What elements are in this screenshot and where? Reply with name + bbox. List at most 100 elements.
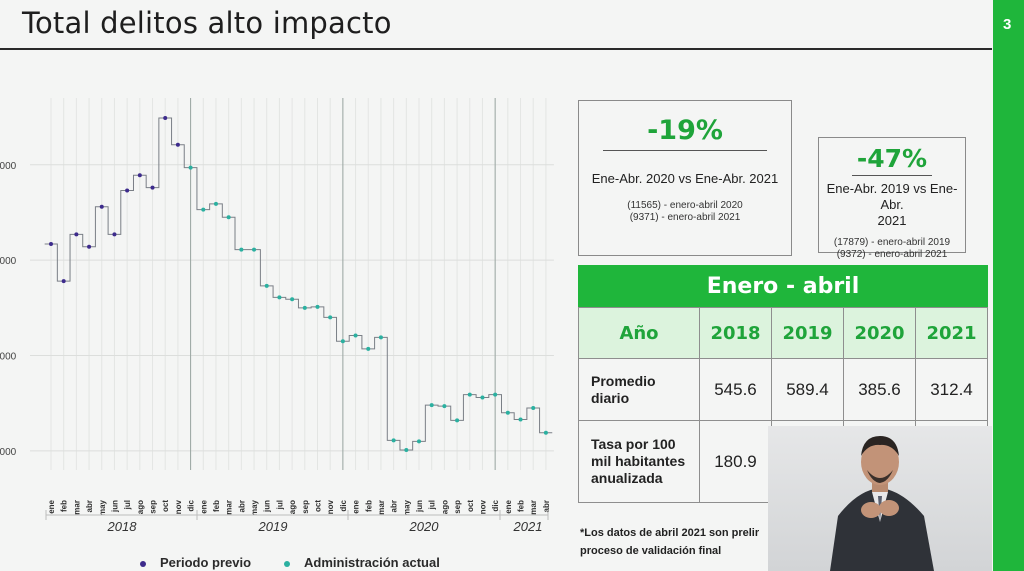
month-tick-label: jun: [415, 500, 424, 513]
data-point: [163, 116, 168, 121]
month-tick-label: mar: [377, 500, 386, 515]
data-point: [125, 188, 130, 193]
month-tick-label: jun: [110, 500, 119, 513]
month-tick-label: ene: [47, 499, 56, 513]
table-cell: 385.6: [843, 358, 916, 421]
data-point: [467, 392, 472, 397]
table-header-year: Año: [578, 307, 700, 359]
data-point: [290, 297, 295, 302]
row-label-line: diario: [591, 389, 630, 406]
legend-label-current: Administración actual: [304, 555, 440, 570]
data-point: [137, 173, 142, 178]
data-point: [213, 201, 218, 206]
month-tick-label: feb: [517, 500, 526, 512]
comparison-label-2019-a: Ene-Abr. 2019 vs Ene-Abr.: [826, 181, 958, 212]
table-header-2019: 2019: [771, 307, 844, 359]
data-point: [480, 395, 485, 400]
sign-language-interpreter-video: [768, 426, 992, 571]
month-tick-label: ago: [440, 500, 449, 514]
year-label: 2018: [107, 519, 138, 534]
month-tick-label: abr: [542, 500, 551, 512]
month-tick-label: mar: [529, 500, 538, 515]
data-point: [366, 346, 371, 351]
comparison-detail-2020-b: (9371) - enero-abril 2021: [629, 212, 741, 223]
data-point: [518, 417, 523, 422]
month-tick-label: nov: [326, 499, 335, 514]
title-divider: [0, 48, 992, 50]
comparison-box-2019: -47% Ene-Abr. 2019 vs Ene-Abr. 2021 (178…: [818, 137, 966, 260]
row-label-line: Promedio: [591, 372, 656, 389]
series-step-line: [44, 117, 553, 451]
data-point: [391, 438, 396, 443]
comparison-rule: [603, 150, 767, 151]
month-tick-label: feb: [364, 500, 373, 512]
month-tick-label: abr: [237, 500, 246, 512]
data-point: [340, 339, 345, 344]
month-tick-label: ene: [504, 499, 513, 513]
data-point: [429, 403, 434, 408]
comparison-label-2019-b: 2021: [877, 213, 907, 228]
month-tick-label: sep: [453, 500, 462, 514]
month-tick-label: nov: [174, 499, 183, 514]
data-point: [150, 185, 155, 190]
table-title: Enero - abril: [578, 265, 988, 307]
data-point: [378, 335, 383, 340]
month-tick-label: abr: [390, 500, 399, 512]
comparison-detail-2020-a: (11565) - enero-abril 2020: [627, 200, 743, 211]
data-point: [201, 207, 206, 212]
month-tick-label: jul: [275, 500, 284, 510]
y-tick-label: 5000: [0, 161, 17, 172]
data-point: [505, 410, 510, 415]
month-tick-label: dic: [187, 499, 196, 511]
data-point: [543, 430, 548, 435]
legend-item-current: Administración actual: [284, 555, 440, 570]
data-point: [455, 418, 460, 423]
comparison-rule: [852, 175, 932, 176]
month-tick-label: mar: [225, 500, 234, 515]
month-tick-label: nov: [478, 499, 487, 514]
month-tick-label: oct: [161, 500, 170, 512]
data-point: [74, 232, 79, 237]
comparison-detail-2019-a: (17879) - enero-abril 2019: [833, 237, 951, 248]
month-tick-label: sep: [301, 500, 310, 514]
data-point: [353, 333, 358, 338]
legend-dot-previous: [140, 560, 146, 567]
table-cell: 589.4: [771, 358, 844, 421]
month-tick-label: jun: [263, 500, 272, 513]
row-label-line: anualizada: [591, 470, 663, 486]
slide-number: 3: [1003, 16, 1012, 33]
data-point: [531, 406, 536, 410]
month-tick-label: sep: [149, 500, 158, 514]
table-header-2020: 2020: [843, 307, 916, 359]
data-point: [264, 283, 269, 288]
table-header-2018: 2018: [699, 307, 772, 359]
month-tick-label: ene: [199, 499, 208, 513]
month-tick-label: ago: [288, 500, 297, 514]
row-label-line: Tasa por 100: [591, 436, 676, 452]
comparison-detail-2019-b: (9372) - enero-abril 2021: [836, 249, 948, 260]
table-cell: 180.9: [699, 420, 772, 503]
data-point: [239, 247, 244, 252]
month-tick-label: abr: [85, 500, 94, 512]
data-point: [404, 447, 409, 452]
data-point: [49, 241, 53, 246]
footnote-line: proceso de validación final: [580, 545, 722, 557]
data-point: [87, 244, 92, 249]
comparison-pct-2019: -47%: [856, 144, 928, 173]
slide-side-bar: [993, 0, 1024, 571]
year-label: 2021: [513, 519, 543, 534]
footnote-line: *Los datos de abril 2021 son prelir: [580, 527, 760, 539]
table-cell: 312.4: [915, 358, 988, 421]
month-tick-label: dic: [491, 499, 500, 511]
comparison-label-2019: Ene-Abr. 2019 vs Ene-Abr. 2021: [819, 181, 965, 229]
data-point: [417, 439, 422, 444]
table-row: Promedio diario 545.6 589.4 385.6 312.4: [578, 358, 988, 421]
data-point: [493, 392, 498, 397]
month-tick-label: may: [98, 499, 107, 516]
month-tick-label: may: [250, 499, 259, 516]
data-point: [302, 305, 307, 310]
data-point: [315, 304, 320, 309]
row-label-daily-average: Promedio diario: [578, 358, 700, 421]
month-tick-label: jul: [428, 500, 437, 510]
data-point: [328, 315, 333, 320]
